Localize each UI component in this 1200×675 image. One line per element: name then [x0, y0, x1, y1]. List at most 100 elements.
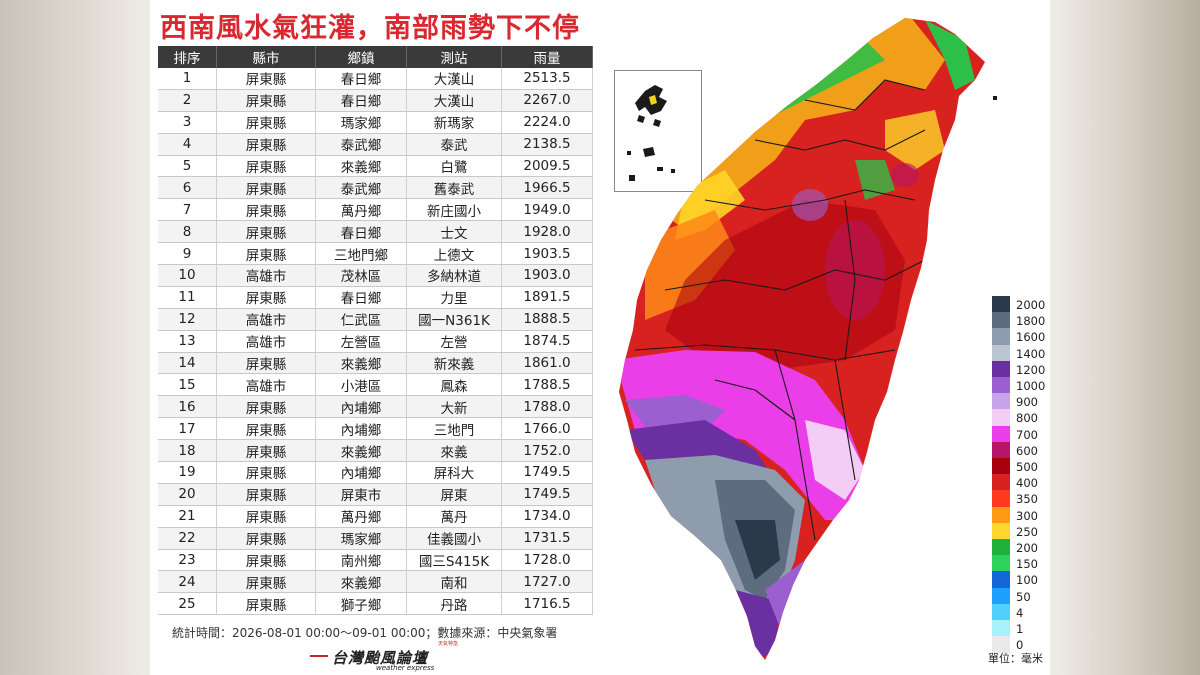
cell-station: 丹路	[406, 592, 502, 616]
cell-county: 屏東縣	[216, 286, 316, 309]
cell-township: 三地門鄉	[315, 242, 407, 266]
cell-station: 多納林道	[406, 264, 502, 287]
legend-swatch	[992, 328, 1010, 346]
cell-township: 來義鄉	[315, 352, 407, 375]
legend-swatch	[992, 425, 1010, 443]
cell-township: 內埔鄉	[315, 461, 407, 484]
header-township: 鄉鎮	[315, 46, 407, 68]
cell-rainfall: 1888.5	[501, 308, 593, 331]
table-row: 1 屏東縣 春日鄉 大漢山 2513.5	[158, 68, 593, 90]
cell-station: 大新	[406, 395, 502, 419]
cell-rank: 9	[158, 242, 217, 266]
cell-rank: 13	[158, 330, 217, 353]
legend-swatch	[992, 506, 1010, 524]
cell-township: 內埔鄉	[315, 417, 407, 441]
cell-rainfall: 1731.5	[501, 527, 593, 550]
logo-name: 台灣颱風論壇	[332, 649, 429, 667]
cell-station: 左營	[406, 330, 502, 353]
cell-township: 春日鄉	[315, 89, 407, 112]
cell-county: 屏東縣	[216, 242, 316, 266]
cell-station: 新庄國小	[406, 198, 502, 222]
cell-rainfall: 2224.0	[501, 111, 593, 134]
cell-county: 屏東縣	[216, 111, 316, 134]
background-right	[1050, 0, 1200, 675]
cell-rank: 17	[158, 417, 217, 441]
cell-county: 屏東縣	[216, 439, 316, 463]
cell-station: 新來義	[406, 352, 502, 375]
cell-rainfall: 1728.0	[501, 549, 593, 572]
cell-station: 三地門	[406, 417, 502, 441]
legend-label: 500	[1016, 460, 1038, 474]
legend-label: 50	[1016, 589, 1031, 604]
cell-rank: 23	[158, 549, 217, 572]
cell-township: 茂林區	[315, 264, 407, 287]
table-row: 18 屏東縣 來義鄉 來義 1752.0	[158, 439, 593, 463]
cell-township: 左營區	[315, 330, 407, 353]
background-left	[0, 0, 150, 675]
cell-station: 泰武	[406, 133, 502, 156]
cell-rank: 3	[158, 111, 217, 134]
cell-county: 屏東縣	[216, 68, 316, 90]
cell-rainfall: 1788.0	[501, 395, 593, 419]
legend-swatch	[992, 522, 1010, 540]
cell-township: 來義鄉	[315, 570, 407, 594]
headline: 西南風水氣狂灌，南部雨勢下不停	[160, 13, 580, 44]
legend-label: 1200	[1016, 362, 1046, 377]
table-row: 25 屏東縣 獅子鄉 丹路 1716.5	[158, 592, 593, 616]
cell-rainfall: 1727.0	[501, 570, 593, 594]
cell-rank: 6	[158, 176, 217, 200]
table-row: 9 屏東縣 三地門鄉 上德文 1903.5	[158, 242, 593, 266]
legend-label: 250	[1016, 524, 1038, 539]
legend-label: 300	[1016, 508, 1038, 523]
cell-rainfall: 1766.0	[501, 417, 593, 441]
cell-rainfall: 1861.0	[501, 352, 593, 375]
legend-label: 1600	[1016, 330, 1046, 345]
cell-station: 大漢山	[406, 68, 502, 90]
cell-county: 高雄市	[216, 373, 316, 397]
cell-township: 春日鄉	[315, 68, 407, 90]
legend-swatch	[992, 603, 1010, 621]
cell-township: 春日鄉	[315, 286, 407, 309]
cell-county: 屏東縣	[216, 198, 316, 222]
cell-rank: 14	[158, 352, 217, 375]
cell-rank: 12	[158, 308, 217, 331]
legend-swatch	[992, 620, 1010, 637]
cell-county: 高雄市	[216, 330, 316, 353]
cell-station: 新瑪家	[406, 111, 502, 134]
cell-township: 屏東市	[315, 483, 407, 506]
cell-station: 屏東	[406, 483, 502, 506]
table-row: 24 屏東縣 來義鄉 南和 1727.0	[158, 570, 593, 594]
legend-swatch	[992, 344, 1010, 362]
cell-rank: 24	[158, 570, 217, 594]
logo-swoosh	[310, 655, 328, 657]
table-row: 15 高雄市 小港區 鳳森 1788.5	[158, 373, 593, 397]
cell-rank: 8	[158, 220, 217, 244]
cell-rank: 7	[158, 198, 217, 222]
cell-station: 大漢山	[406, 89, 502, 112]
cell-rank: 15	[158, 373, 217, 397]
legend-unit: 單位：毫米	[988, 652, 1043, 665]
cell-rainfall: 1949.0	[501, 198, 593, 222]
cell-township: 瑪家鄉	[315, 527, 407, 550]
header-county: 縣市	[216, 46, 316, 68]
header-rainfall: 雨量	[501, 46, 593, 68]
legend-label: 1	[1016, 622, 1024, 636]
legend-swatch	[992, 296, 1010, 313]
cell-station: 國三S415K	[406, 549, 502, 572]
table-row: 8 屏東縣 春日鄉 士文 1928.0	[158, 220, 593, 244]
cell-rank: 5	[158, 155, 217, 178]
cell-county: 屏東縣	[216, 570, 316, 594]
cell-county: 屏東縣	[216, 395, 316, 419]
table-row: 5 屏東縣 來義鄉 白鷺 2009.5	[158, 155, 593, 178]
legend-swatch	[992, 393, 1010, 410]
legend-swatch	[992, 312, 1010, 329]
cell-rainfall: 2009.5	[501, 155, 593, 178]
legend-swatch	[992, 409, 1010, 427]
cell-county: 屏東縣	[216, 592, 316, 616]
cell-rank: 16	[158, 395, 217, 419]
cell-rank: 22	[158, 527, 217, 550]
legend-label: 600	[1016, 443, 1038, 458]
legend-swatch	[992, 490, 1010, 508]
table-row: 16 屏東縣 內埔鄉 大新 1788.0	[158, 395, 593, 419]
table-row: 17 屏東縣 內埔鄉 三地門 1766.0	[158, 417, 593, 441]
